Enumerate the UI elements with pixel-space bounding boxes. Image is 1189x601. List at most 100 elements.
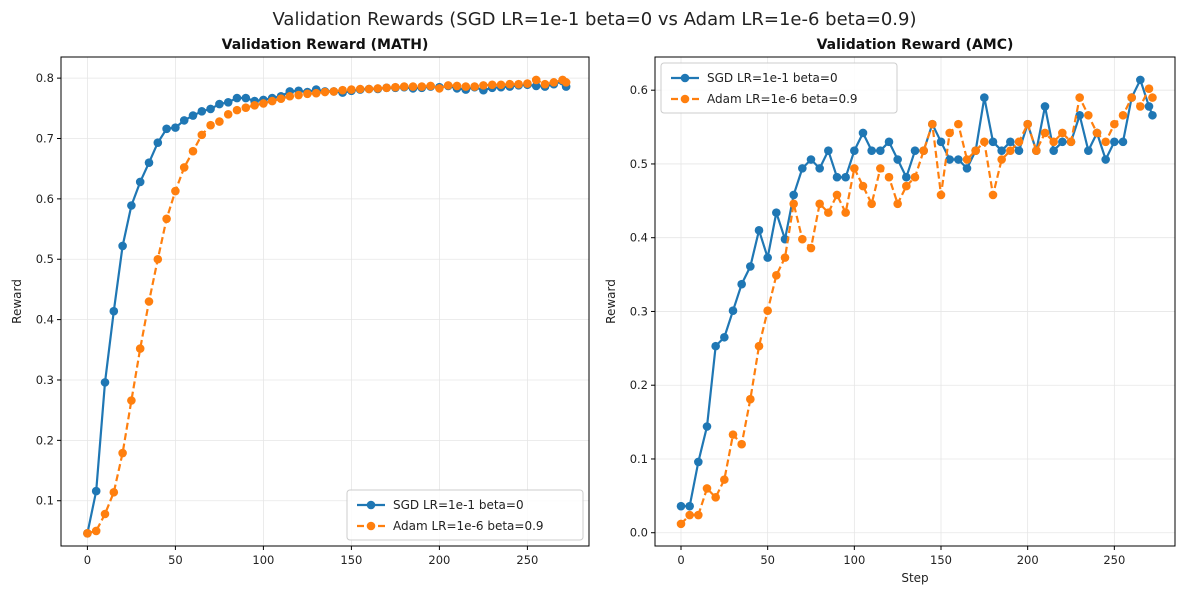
amc-adam-point [893, 199, 902, 209]
amc-adam-point [988, 190, 998, 200]
math-adam-point [373, 84, 383, 93]
math-adam-point [179, 163, 189, 172]
math-sgd-point [241, 93, 251, 103]
amc-y-tick-label: 0.6 [630, 83, 648, 97]
amc-sgd-point [841, 172, 850, 182]
amc-adam-point [1118, 110, 1128, 120]
math-sgd-point [91, 486, 101, 496]
amc-adam-point [1023, 119, 1032, 129]
amc-y-tick-label: 0.3 [630, 304, 648, 318]
amc-sgd-point [676, 501, 686, 511]
amc-sgd-point [945, 155, 954, 164]
amc-sgd-point [832, 172, 842, 182]
amc-sgd-point [1058, 137, 1067, 147]
math-legend-adam-marker [366, 521, 376, 531]
math-adam-point [232, 105, 242, 115]
amc-adam-point [1110, 119, 1119, 129]
amc-sgd-point [1144, 102, 1154, 111]
amc-adam-point [867, 199, 876, 209]
math-legend-sgd-marker [366, 500, 376, 510]
math-adam-point [443, 81, 453, 90]
math-adam-point [320, 87, 330, 97]
amc-sgd-point [746, 262, 755, 271]
math-adam-point [83, 529, 92, 538]
math-sgd-point [215, 99, 224, 109]
math-x-tick-label: 150 [340, 553, 362, 567]
amc-sgd-point [754, 226, 764, 235]
amc-sgd-point [988, 137, 998, 147]
amc-sgd-point [1040, 102, 1050, 111]
amc-sgd-point [954, 155, 963, 164]
amc-adam-point [962, 155, 972, 164]
math-x-tick-label: 100 [252, 553, 274, 567]
math-sgd-point [118, 241, 127, 251]
amc-legend-adam-marker [680, 94, 690, 104]
amc-sgd-point [902, 172, 911, 182]
amc-y-tick-label: 0.1 [630, 452, 648, 466]
amc-adam-point [720, 475, 729, 484]
math-adam-point [329, 87, 339, 96]
math-adam-point [408, 82, 418, 91]
math-sgd-point [232, 93, 242, 103]
amc-y-tick-label: 0.0 [630, 526, 648, 540]
math-adam-point [303, 89, 312, 99]
math-x-tick-label: 0 [84, 553, 91, 567]
math-adam-point [391, 82, 400, 92]
amc-sgd-point [980, 93, 989, 102]
math-y-axis-label: Reward [10, 279, 24, 324]
math-adam-point [259, 99, 268, 108]
amc-sgd-point [815, 164, 824, 173]
amc-sgd-point [893, 155, 902, 164]
amc-adam-series-line [680, 87, 1154, 525]
math-adam-point [426, 81, 435, 91]
amc-adam-point [1032, 146, 1041, 155]
amc-sgd-point [728, 306, 738, 316]
math-y-tick-label: 0.8 [36, 71, 54, 85]
amc-adam-point [789, 199, 798, 209]
math-adam-point [223, 110, 233, 119]
math-adam-point [417, 82, 427, 91]
amc-sgd-point [1049, 146, 1058, 155]
amc-adam-point [1058, 128, 1067, 138]
amc-sgd-point [1101, 155, 1110, 164]
amc-adam-point [1092, 128, 1102, 138]
amc-adam-point [763, 306, 772, 316]
amc-sgd-point [763, 253, 772, 262]
math-adam-point [435, 84, 444, 93]
amc-sgd-point [1118, 137, 1128, 147]
amc-sgd-point [685, 501, 694, 511]
amc-adam-point [884, 172, 894, 182]
amc-adam-point [1014, 137, 1024, 147]
amc-adam-point [876, 164, 885, 173]
math-legend-box [346, 489, 584, 541]
amc-adam-point [754, 341, 764, 351]
math-sgd-point [109, 306, 119, 316]
math-sgd-series-line [86, 80, 568, 534]
amc-adam-point [815, 199, 824, 209]
math-adam-point [523, 79, 532, 88]
amc-adam-point [902, 181, 911, 191]
math-adam-point [206, 120, 215, 130]
math-adam-point [127, 396, 136, 405]
math-legend-adam-label: Adam LR=1e-6 beta=0.9 [393, 519, 544, 533]
math-adam-point [531, 75, 541, 85]
amc-adam-point [702, 484, 712, 493]
math-x-tick-label: 200 [428, 553, 450, 567]
amc-adam-point [1148, 93, 1157, 102]
amc-x-tick-label: 0 [677, 553, 684, 567]
math-sgd-point [223, 97, 233, 107]
amc-sgd-series-line [681, 78, 1154, 508]
amc-sgd-point [850, 146, 859, 155]
amc-sgd-point [858, 128, 868, 138]
math-adam-point [135, 344, 145, 353]
amc-sgd-point [702, 422, 712, 431]
math-y-tick-label: 0.7 [36, 132, 54, 146]
amc-adam-point [1136, 102, 1145, 111]
amc-sgd-point [1110, 137, 1119, 147]
amc-x-tick-label: 200 [1017, 553, 1039, 567]
math-y-tick-label: 0.1 [36, 494, 54, 508]
amc-sgd-point [1084, 146, 1093, 155]
amc-sgd-point [867, 146, 876, 155]
amc-legend-adam-label: Adam LR=1e-6 beta=0.9 [707, 92, 858, 106]
